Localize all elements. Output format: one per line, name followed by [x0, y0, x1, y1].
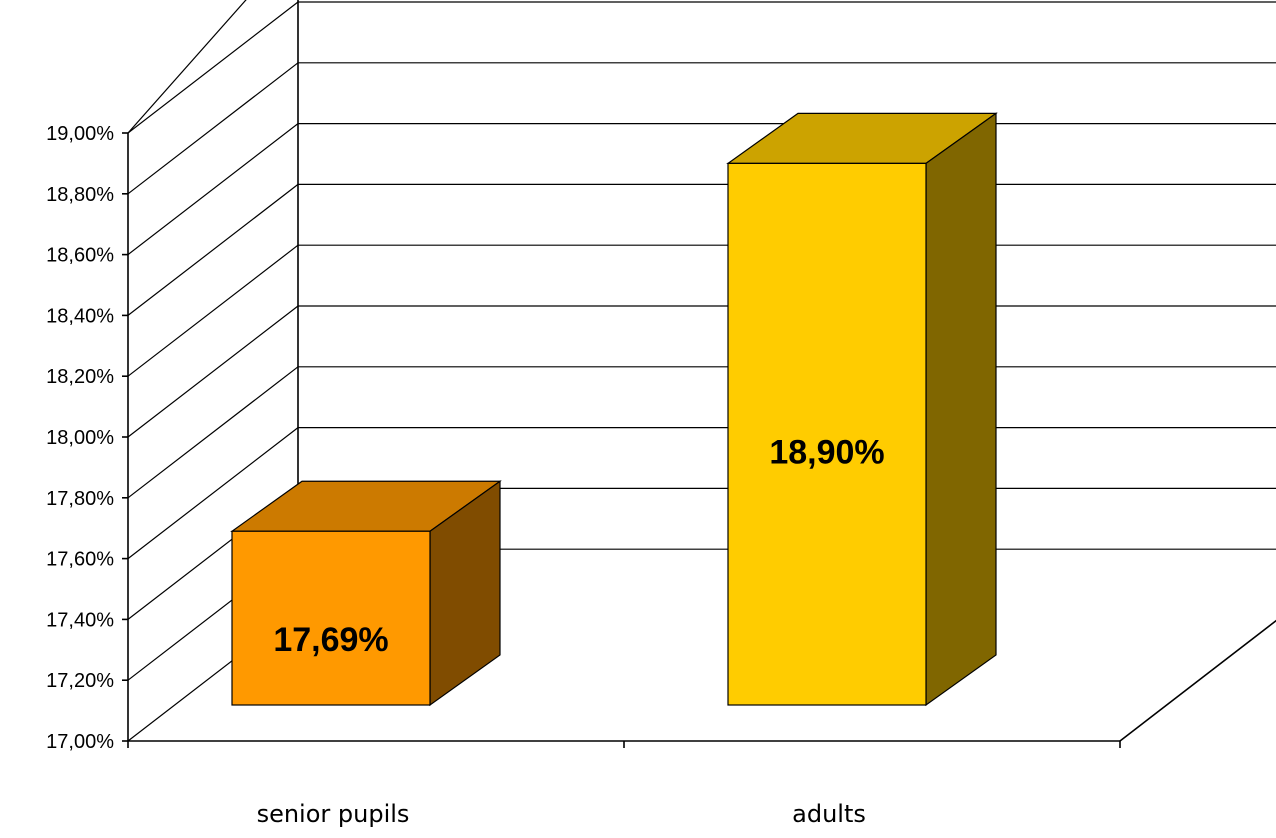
floor-right-edge [1119, 619, 1276, 742]
y-tick-label: 17,80% [46, 488, 114, 510]
axes [122, 0, 1276, 748]
y-tick-label: 18,80% [46, 184, 114, 206]
bar-senior-pupils [230, 480, 502, 707]
y-tick-label: 18,60% [46, 245, 114, 267]
bar-front-face [231, 530, 431, 706]
data-label: 18,90% [769, 433, 884, 471]
data-label: 17,69% [273, 621, 388, 659]
gridline-diagonal [127, 62, 299, 195]
gridline-diagonal [127, 366, 299, 499]
y-tick-label: 17,60% [46, 549, 114, 571]
gridline-diagonal [127, 1, 299, 134]
y-tick-label: 18,40% [46, 305, 114, 327]
y-tick-label: 18,00% [46, 427, 114, 449]
bar-front-face [727, 162, 927, 706]
gridline-diagonal [127, 0, 247, 134]
gridline-diagonal [127, 183, 299, 316]
bar-adults [726, 112, 998, 707]
gridline-diagonal [127, 123, 299, 256]
labels: 17,00% 17,20% 17,40% 17,60% 17,80% 18,00% 18,2… [46, 123, 885, 828]
y-tick-label: 17,20% [46, 670, 114, 692]
bar-side-face [925, 112, 997, 707]
gridline-diagonal [127, 244, 299, 377]
y-tick-label: 17,40% [46, 609, 114, 631]
x-category-label: senior pupils [257, 800, 410, 828]
x-category-label: adults [792, 800, 866, 828]
y-tick-label: 17,00% [46, 731, 114, 753]
gridline-diagonal [127, 427, 299, 560]
gridline-diagonal [127, 305, 299, 438]
bars [230, 112, 998, 707]
y-tick-label: 19,00% [46, 123, 114, 145]
y-tick-label: 18,20% [46, 366, 114, 388]
